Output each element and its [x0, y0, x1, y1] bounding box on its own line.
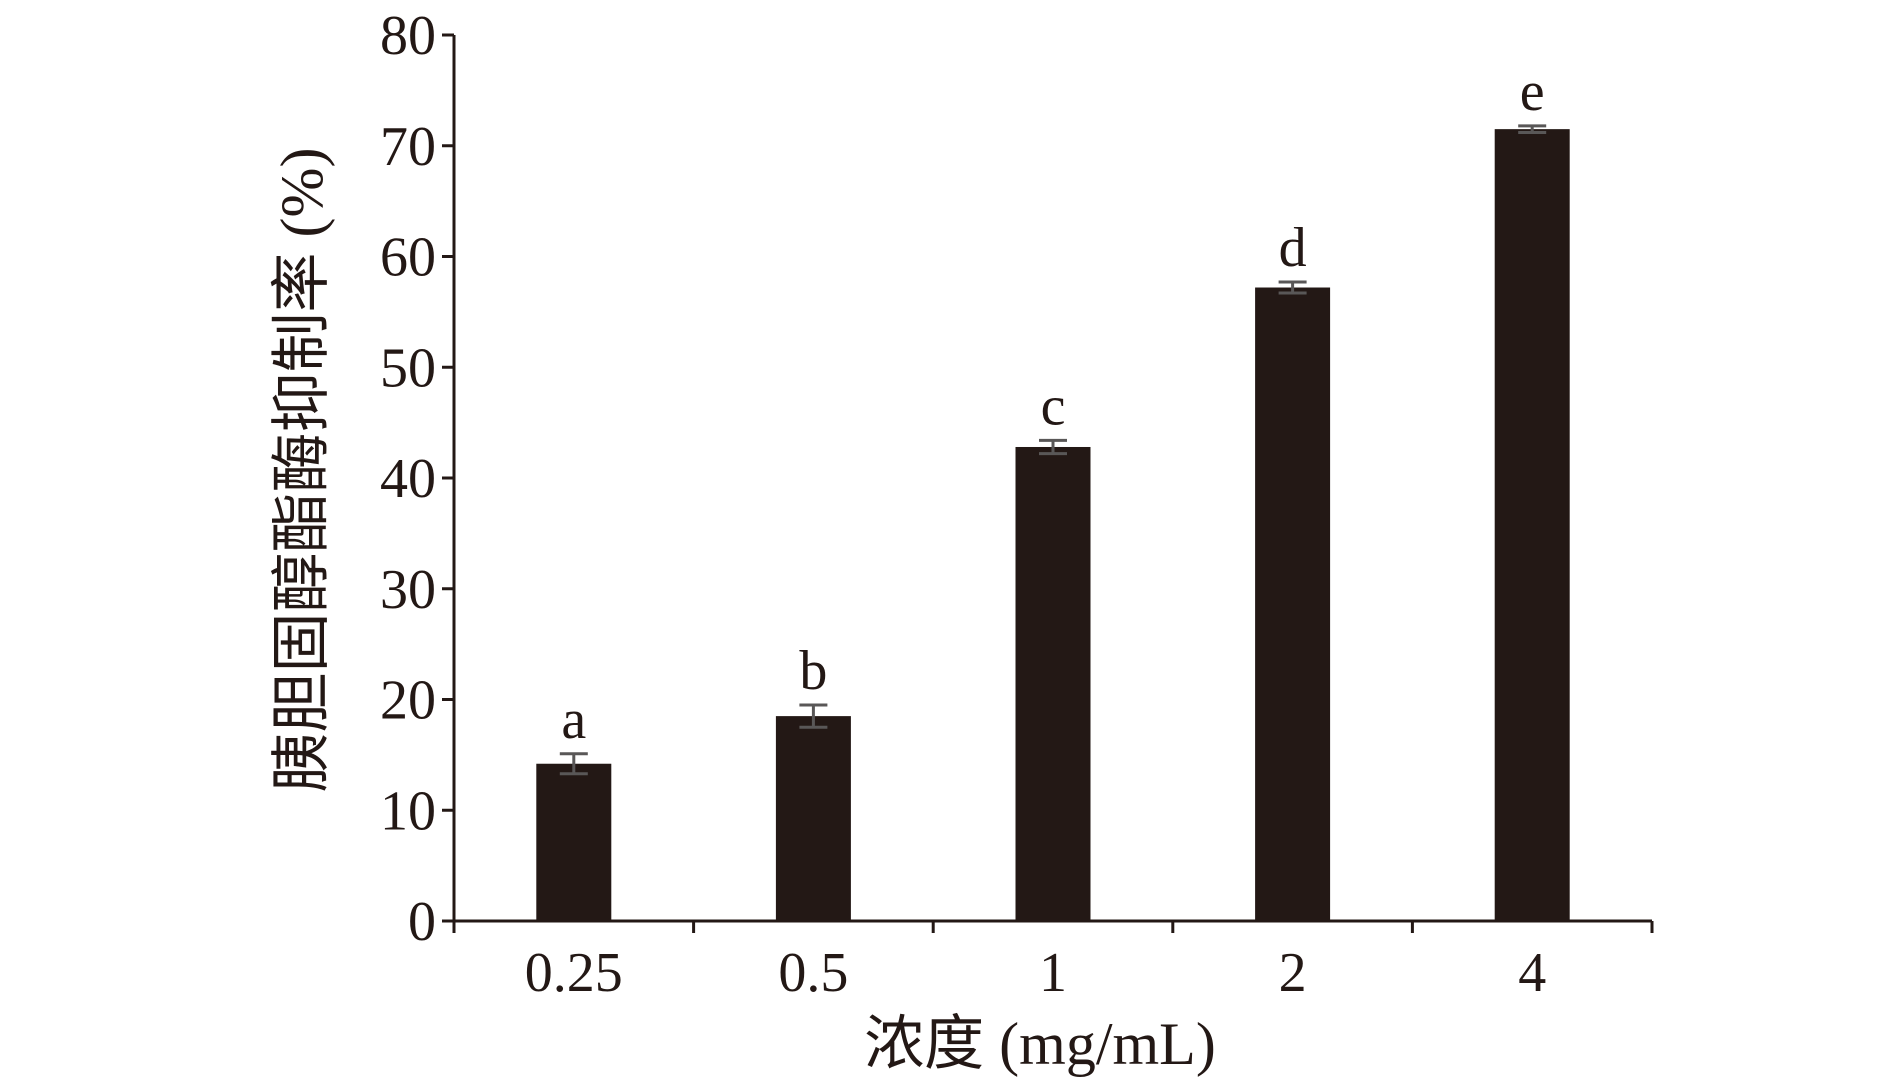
x-tick-label: 1: [1039, 942, 1067, 1004]
y-tick-label: 0: [408, 891, 436, 953]
y-axis-title: 胰胆固醇酯酶抑制率 (%): [269, 148, 335, 793]
significance-label: a: [561, 689, 586, 751]
bar: [536, 763, 612, 921]
y-tick-label: 30: [380, 559, 436, 621]
x-axis-title: 浓度 (mg/mL): [864, 1011, 1216, 1077]
y-tick-label: 50: [380, 337, 436, 399]
significance-label: e: [1520, 61, 1545, 123]
axes-layer: 0 10 20 30 40 50 60 70 80 0.25 0.5 1 2 4: [380, 5, 1654, 1004]
y-tick-label: 40: [380, 448, 436, 510]
significance-labels-layer: a b c d e: [561, 61, 1544, 751]
y-tick-label: 70: [380, 116, 436, 178]
y-tick-label: 20: [380, 670, 436, 732]
y-tick-label: 10: [380, 780, 436, 842]
significance-label: c: [1041, 375, 1066, 437]
bar: [775, 716, 851, 921]
bar: [1255, 287, 1331, 921]
significance-label: b: [799, 640, 827, 702]
bar: [1494, 129, 1570, 921]
significance-label: d: [1279, 217, 1307, 279]
bars-layer: [536, 129, 1570, 921]
x-tick-label: 4: [1518, 942, 1546, 1004]
bar: [1015, 446, 1091, 921]
error-bars-layer: [559, 124, 1547, 776]
y-tick-label: 60: [380, 227, 436, 289]
x-tick-label: 0.5: [778, 942, 848, 1004]
x-tick-label: 2: [1279, 942, 1307, 1004]
y-tick-label: 80: [380, 5, 436, 67]
x-tick-label: 0.25: [525, 942, 623, 1004]
